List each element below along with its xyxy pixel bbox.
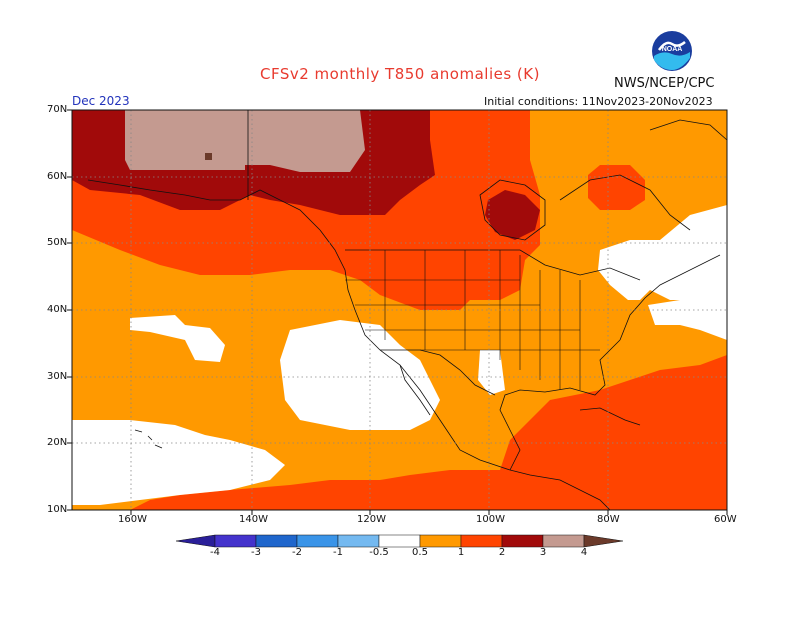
field-white-pacific-south [72, 420, 285, 505]
field-tan [125, 110, 365, 172]
lat-label: 20N [47, 437, 68, 448]
coast-gulf [499, 339, 621, 471]
colorbar-bin-gt-4 [583, 534, 624, 548]
axis-ticks [67, 109, 728, 515]
field-white-pacific-small [130, 315, 225, 362]
coast-labrador [559, 174, 691, 231]
coast-central-america [509, 469, 611, 510]
field-redorange-south [130, 355, 727, 510]
lon-label: 60W [714, 514, 737, 525]
field-darkred-hudson [485, 190, 540, 240]
lon-label: 160W [118, 514, 147, 525]
coast-baja [399, 364, 431, 416]
colorbar-bin-neg1-neg05 [337, 534, 380, 548]
lat-label: 70N [47, 104, 68, 115]
hawaii [134, 429, 163, 449]
lat-label: 50N [47, 237, 68, 248]
colorbar-label: -2 [292, 547, 302, 558]
colorbar-label: 3 [539, 547, 547, 558]
colorbar-label: -0.5 [369, 547, 389, 558]
lon-label: 140W [239, 514, 268, 525]
noaa-logo: NOAA [652, 31, 692, 71]
colorbar-bin-2-3 [501, 534, 544, 548]
colorbar-bin-3-4 [542, 534, 585, 548]
lat-label: 30N [47, 371, 68, 382]
lat-label: 10N [47, 504, 68, 515]
chart-title: CFSv2 monthly T850 anomalies (K) [260, 65, 540, 83]
anomaly-field [72, 110, 727, 510]
border-us-mexico [380, 349, 496, 396]
field-white-northeast [598, 110, 727, 300]
colorbar-label: 1 [457, 547, 465, 558]
colorbar-bin-neg3-neg2 [255, 534, 298, 548]
field-redorange-quebec [588, 165, 645, 210]
lat-label: 60N [47, 171, 68, 182]
colorbar-label: -1 [333, 547, 343, 558]
period-label: Dec 2023 [72, 94, 130, 108]
lon-label: 100W [476, 514, 505, 525]
colorbar-label: 2 [498, 547, 506, 558]
coast-alaska [87, 179, 321, 231]
coast-greenland [649, 119, 727, 141]
cuba [579, 407, 641, 426]
colorbar-label: 0.5 [412, 547, 428, 558]
gridlines [72, 110, 727, 510]
coastlines [87, 110, 727, 510]
field-white-texas [478, 350, 505, 395]
colorbar-bin-05-1 [419, 534, 462, 548]
colorbar-bin-neg2-neg1 [296, 534, 339, 548]
lon-label: 120W [357, 514, 386, 525]
state-borders [345, 250, 600, 390]
colorbar-bin-neutral [378, 534, 421, 548]
noaa-logo-text: NOAA [662, 46, 683, 53]
lon-label: 80W [597, 514, 620, 525]
colorbar-bin-lt-neg4 [175, 534, 216, 548]
initial-conditions-label: Initial conditions: 11Nov2023-20Nov2023 [484, 95, 713, 108]
lat-label: 40N [47, 304, 68, 315]
coast-hudson [479, 179, 546, 241]
colorbar-bin-1-2 [460, 534, 503, 548]
colorbar-label: -3 [251, 547, 261, 558]
field-brown-dot [205, 153, 212, 160]
agency-label: NWS/NCEP/CPC [614, 76, 715, 91]
colorbar-bin-neg4-neg3 [214, 534, 257, 548]
border-us-canada [345, 249, 641, 281]
field-white-west [280, 320, 440, 430]
coast-east [619, 254, 721, 341]
colorbar-label: 4 [580, 547, 588, 558]
colorbar [175, 534, 624, 548]
colorbar-label: -4 [210, 547, 220, 558]
